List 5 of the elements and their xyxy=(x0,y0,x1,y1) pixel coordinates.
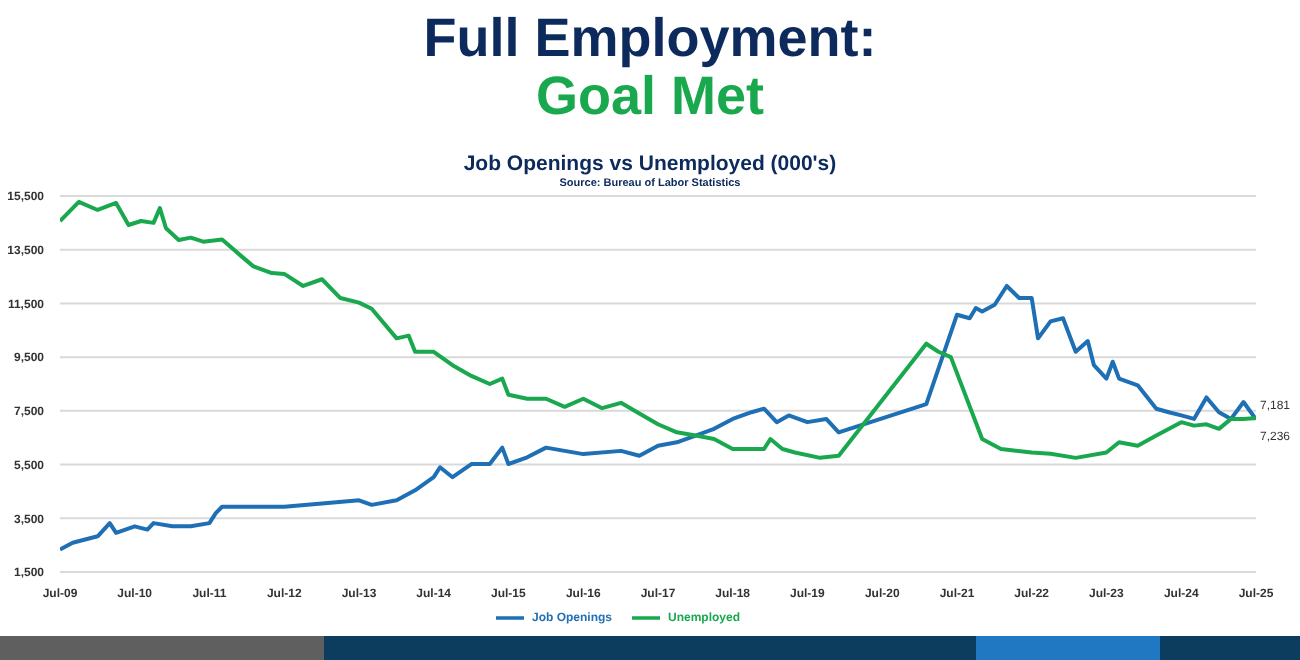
line-series xyxy=(60,283,1256,552)
line-series xyxy=(60,199,1256,460)
text: Job Openings vs Unemployed (000's) xyxy=(461,152,839,176)
chart-subtitle: Goal Met xyxy=(533,66,764,126)
chart-title: Full Employment: xyxy=(421,8,879,68)
